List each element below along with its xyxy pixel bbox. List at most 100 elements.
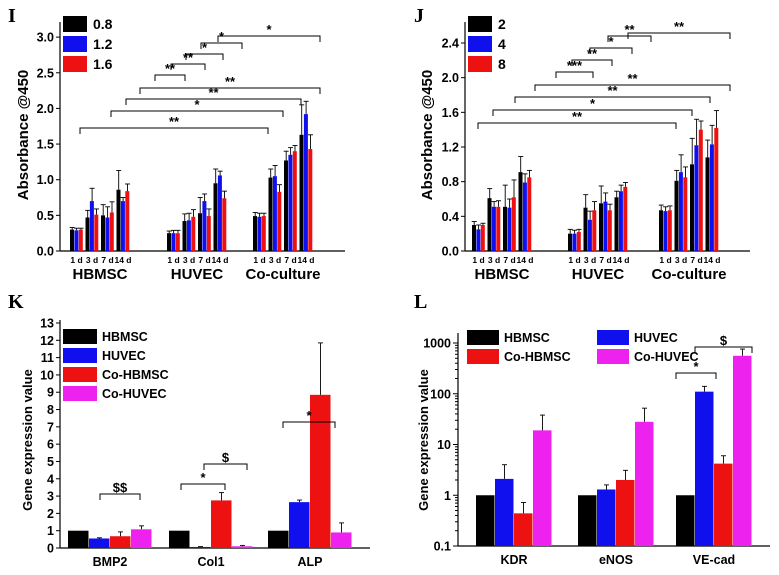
bar	[616, 479, 635, 546]
bar	[576, 231, 581, 251]
legend-label: Co-HBMSC	[102, 368, 169, 382]
y-tick-label: 6	[47, 438, 54, 452]
y-tick-label: 1.5	[37, 138, 54, 152]
y-tick-label: 5	[47, 455, 54, 469]
legend-label: 4	[498, 36, 506, 52]
y-tick-label: 9	[47, 386, 54, 400]
y-tick-label: 2	[47, 507, 54, 521]
significance-bracket	[110, 110, 284, 117]
time-label: 7 d	[284, 255, 296, 265]
y-tick-label: 13	[40, 317, 54, 331]
legend-swatch	[63, 386, 97, 401]
time-label: 7 d	[503, 255, 515, 265]
significance-bracket-label: **	[208, 85, 219, 100]
bar	[268, 530, 289, 548]
legend-label: HUVEC	[102, 349, 146, 363]
y-axis-title: Gene expression value	[416, 369, 431, 511]
significance-bracket-label: *	[202, 40, 208, 55]
bar	[74, 230, 79, 251]
group-label: HBMSC	[475, 266, 530, 283]
group-label: HUVEC	[572, 266, 625, 283]
y-tick-label: 100	[430, 387, 451, 401]
time-label: 3 d	[675, 255, 687, 265]
significance-bracket	[139, 87, 321, 94]
significance-bracket-label: **	[572, 109, 583, 124]
significance-bracket	[79, 127, 269, 134]
bar	[607, 210, 612, 251]
bar	[583, 207, 588, 251]
significance-bracket	[607, 35, 652, 42]
bar	[709, 144, 714, 251]
category-label: ALP	[298, 555, 323, 569]
legend-swatch	[63, 329, 97, 344]
significance-bracket-label: *	[608, 34, 614, 49]
time-label: 1 d	[472, 255, 484, 265]
category-label: KDR	[500, 553, 527, 567]
bar	[182, 221, 187, 251]
category-label: VE-cad	[693, 553, 735, 567]
bar	[733, 355, 752, 546]
bar	[597, 489, 616, 546]
bar	[518, 172, 523, 251]
significance-bracket	[477, 122, 677, 129]
bar	[257, 216, 262, 251]
time-label: 14 d	[703, 255, 720, 265]
bar	[503, 206, 507, 251]
significance-bracket	[200, 42, 243, 49]
significance-bracket-label: *	[266, 22, 272, 37]
bar	[714, 463, 733, 546]
bar	[232, 546, 253, 548]
bar	[659, 210, 663, 251]
significance-bracket	[282, 421, 336, 428]
legend-label: Co-HBMSC	[504, 350, 571, 364]
time-label: 1 d	[253, 255, 265, 265]
bar	[683, 177, 688, 251]
significance-bracket	[571, 59, 613, 66]
panel-letter: J	[414, 5, 424, 27]
bar	[618, 191, 623, 251]
significance-bracket	[180, 483, 226, 490]
bar	[572, 233, 577, 251]
bar	[272, 176, 277, 251]
bar	[78, 229, 83, 251]
significance-bracket-label: **	[674, 19, 685, 34]
significance-bracket-label: **	[169, 114, 180, 129]
bar	[288, 154, 293, 251]
bar	[678, 172, 683, 251]
bar	[674, 180, 679, 251]
significance-bracket-label: $$	[113, 480, 128, 495]
legend-swatch	[63, 36, 87, 52]
y-tick-label: 2.0	[37, 102, 54, 116]
time-label: 3 d	[86, 255, 98, 265]
time-label: 3 d	[269, 255, 281, 265]
legend-label: Co-HUVEC	[102, 387, 167, 401]
legend-swatch	[63, 56, 87, 72]
bar	[714, 127, 719, 251]
significance-bracket	[589, 47, 633, 54]
bar	[175, 233, 180, 251]
y-tick-label: 0.0	[442, 245, 459, 259]
significance-bracket-label: *	[200, 470, 206, 485]
category-label: eNOS	[599, 553, 633, 567]
bar	[268, 177, 273, 251]
bar	[331, 532, 352, 548]
legend-swatch	[63, 367, 97, 382]
significance-bracket-label: *	[306, 408, 312, 423]
legend-swatch	[597, 330, 629, 345]
panel-letter: K	[8, 291, 24, 313]
legend-label: 2	[498, 16, 506, 32]
bar	[213, 183, 218, 251]
significance-bracket-label: *	[693, 359, 699, 374]
bar	[698, 129, 703, 251]
y-tick-label: 1	[444, 489, 451, 503]
y-tick-label: 0.4	[442, 210, 459, 224]
bar	[206, 216, 211, 251]
bar	[495, 478, 514, 546]
group-label: HBMSC	[73, 266, 128, 283]
time-label: 3 d	[488, 255, 500, 265]
panel-letter: I	[8, 5, 16, 27]
legend-swatch	[467, 349, 499, 364]
bar	[110, 536, 131, 548]
group-label: Co-culture	[652, 266, 727, 283]
